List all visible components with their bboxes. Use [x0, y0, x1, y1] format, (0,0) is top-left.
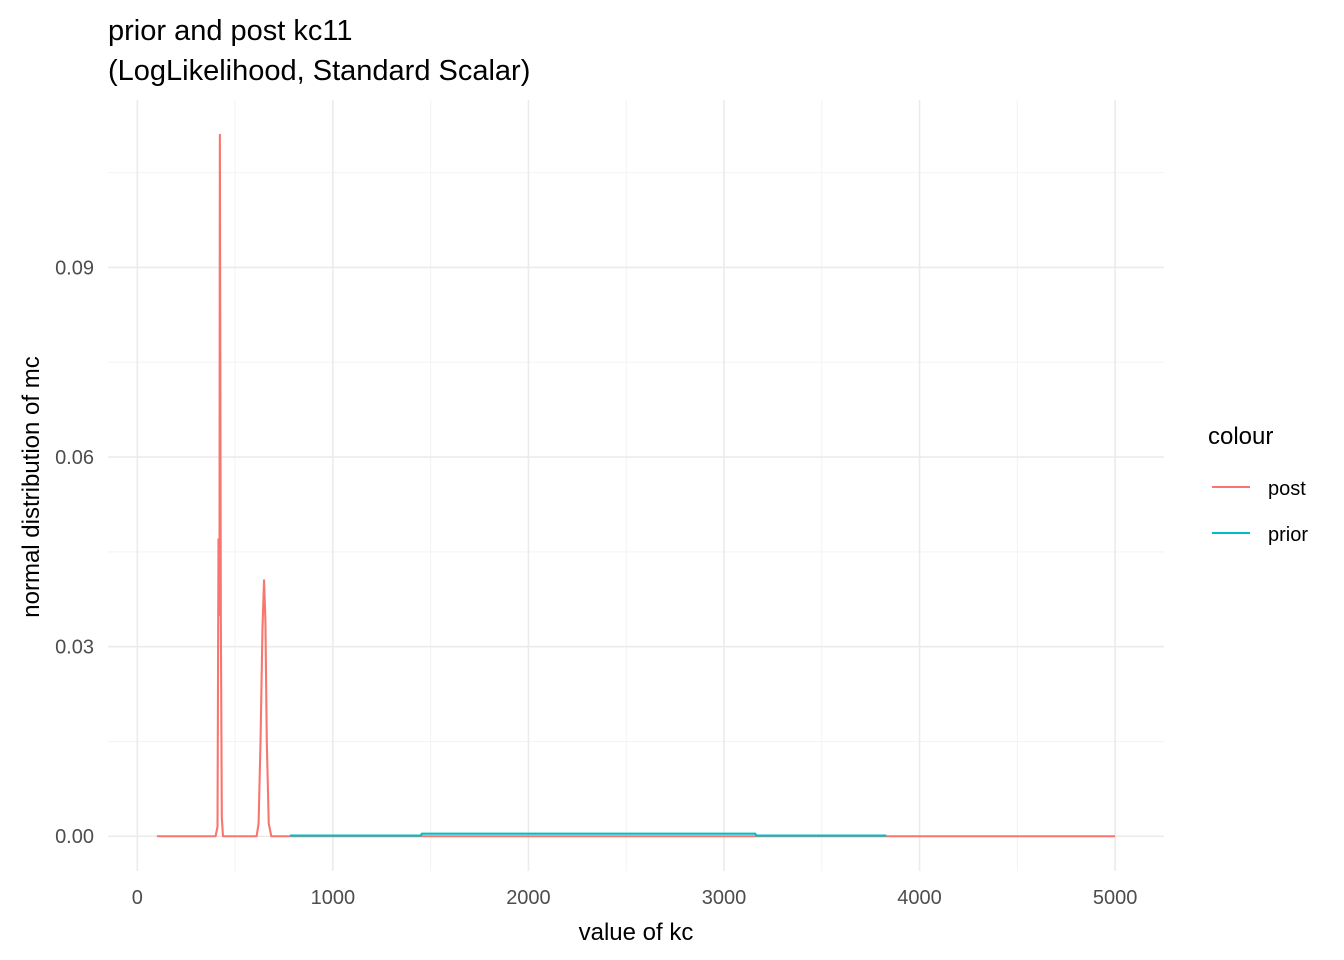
grid: [108, 100, 1164, 871]
x-axis-title: value of kc: [579, 919, 694, 946]
chart-title: prior and post kc11: [108, 15, 353, 47]
y-tick-label: 0.06: [55, 447, 94, 469]
x-tick-label: 3000: [702, 887, 747, 909]
legend-label-post: post: [1268, 478, 1306, 500]
y-tick-label: 0.00: [55, 826, 94, 848]
x-tick-label: 5000: [1093, 887, 1138, 909]
legend-label-prior: prior: [1268, 524, 1308, 546]
x-tick-label: 4000: [897, 887, 942, 909]
x-tick-label: 1000: [311, 887, 356, 909]
series-line-prior: [289, 832, 887, 837]
tick-labels: 0 1000 2000 3000 4000 5000 0.00 0.03 0.06 0.09: [55, 257, 1137, 909]
legend-title: colour: [1208, 423, 1273, 450]
x-tick-label: 0: [132, 887, 143, 909]
legend: colour post prior: [1208, 423, 1308, 546]
chart-subtitle: (LogLikelihood, Standard Scalar): [108, 55, 530, 87]
y-tick-label: 0.09: [55, 257, 94, 279]
series-lines: [156, 133, 1116, 838]
x-tick-label: 2000: [506, 887, 551, 909]
y-tick-label: 0.03: [55, 637, 94, 659]
y-axis-title: normal distribution of mc: [18, 356, 45, 617]
series-line-post: [156, 133, 1116, 838]
